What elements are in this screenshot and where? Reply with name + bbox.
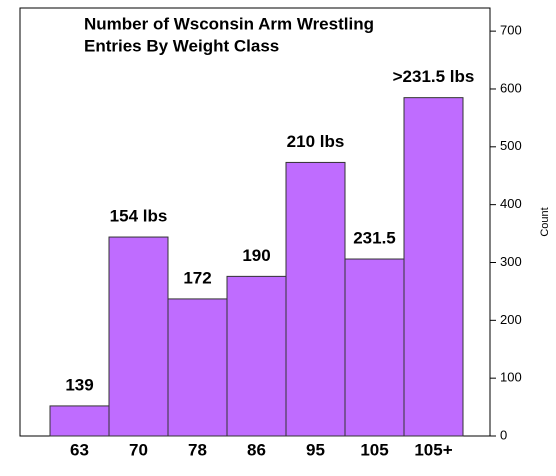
x-tick-label: 86 (247, 440, 266, 459)
x-tick-label: 78 (188, 440, 207, 459)
chart-title: Number of Wsconsin Arm Wrestling (84, 14, 374, 33)
y-tick-label: 500 (500, 138, 522, 153)
y-tick-label: 300 (500, 254, 522, 269)
bar (285, 161, 346, 437)
bar (226, 275, 287, 437)
bar-annotation: 231.5 (353, 229, 396, 248)
y-tick-label: 200 (500, 312, 522, 327)
bar-annotation: 154 lbs (110, 207, 168, 226)
bar (167, 298, 228, 437)
bar (344, 258, 405, 437)
y-tick-label: 100 (500, 370, 522, 385)
bar-annotation: >231.5 lbs (393, 67, 475, 86)
bar-annotation: 139 (65, 375, 93, 394)
y-tick-label: 0 (500, 427, 507, 442)
y-tick-label: 600 (500, 80, 522, 95)
bar (108, 236, 169, 437)
x-tick-label: 63 (70, 440, 89, 459)
x-tick-label: 105 (360, 440, 388, 459)
y-tick-label: 700 (500, 23, 522, 38)
x-tick-label: 70 (129, 440, 148, 459)
y-tick-label: 400 (500, 196, 522, 211)
bar (49, 405, 110, 437)
y-axis-label: Count (539, 207, 551, 236)
bar (403, 97, 464, 437)
bar-annotation: 172 (183, 268, 211, 287)
bar-annotation: 210 lbs (287, 132, 345, 151)
x-tick-label: 105+ (414, 440, 452, 459)
chart-title: Entries By Weight Class (84, 36, 279, 55)
bar-annotation: 190 (242, 246, 270, 265)
x-tick-label: 95 (306, 440, 325, 459)
